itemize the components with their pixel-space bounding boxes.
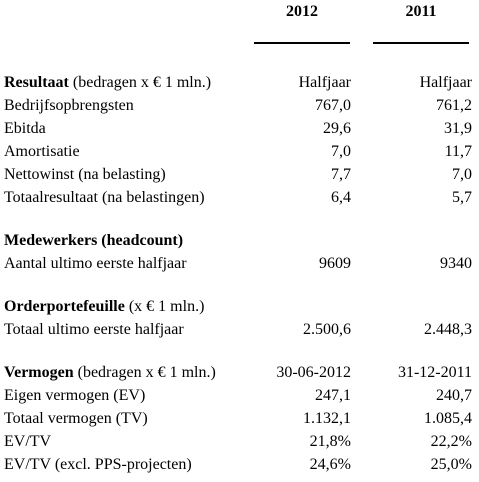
value-2011: 761,2 [436, 97, 472, 114]
table-row: Amortisatie 7,0 11,7 [4, 140, 472, 163]
column-header-2011 [351, 229, 472, 252]
value-2011: 5,7 [452, 189, 472, 206]
spacer-row [4, 275, 472, 295]
value-2011: 7,0 [452, 166, 472, 183]
column-header-2011 [351, 295, 472, 318]
column-header-2011: Halfjaar [419, 74, 472, 91]
table-row: Nettowinst (na belasting) 7,7 7,0 [4, 163, 472, 186]
row-label: Totaal ultimo eerste halfjaar [4, 321, 184, 338]
table-row: Totaalresultaat (na belastingen) 6,4 5,7 [4, 186, 472, 209]
row-label: Aantal ultimo eerste halfjaar [4, 255, 187, 272]
row-label: Bedrijfsopbrengsten [4, 97, 134, 114]
row-label: Ebitda [4, 120, 46, 137]
value-2012: 7,7 [331, 166, 351, 183]
row-label: Totaal vermogen (TV) [4, 410, 148, 427]
value-2011: 2.448,3 [424, 321, 472, 338]
row-label: EV/TV (excl. PPS-projecten) [4, 456, 192, 473]
section-subtitle: (bedragen x € 1 mln.) [68, 74, 212, 91]
value-2011: 31,9 [444, 120, 472, 137]
table-row: Eigen vermogen (EV) 247,1 240,7 [4, 384, 472, 407]
table-row: Aantal ultimo eerste halfjaar 9609 9340 [4, 252, 472, 275]
row-label: Eigen vermogen (EV) [4, 387, 146, 404]
value-2012: 247,1 [315, 387, 351, 404]
value-2012: 6,4 [331, 189, 351, 206]
table-row: Bedrijfsopbrengsten 767,0 761,2 [4, 94, 472, 117]
row-label: Amortisatie [4, 143, 80, 160]
value-2012: 24,6% [309, 456, 351, 473]
column-header-2011: 31-12-2011 [397, 364, 472, 381]
column-header-2012: Halfjaar [298, 74, 351, 91]
value-2011: 240,7 [436, 387, 472, 404]
year-header-2012: 2012 [286, 3, 318, 20]
value-2011: 22,2% [430, 433, 472, 450]
year-underline-2011 [373, 42, 469, 44]
table-row: Totaal ultimo eerste halfjaar 2.500,6 2.… [4, 318, 472, 341]
section-subtitle: (x € 1 mln.) [124, 298, 205, 315]
section-title: Medewerkers (headcount) [4, 232, 184, 249]
row-label: Totaalresultaat (na belastingen) [4, 189, 205, 206]
section-header-orderportefeuille: Orderportefeuille (x € 1 mln.) [4, 295, 472, 318]
value-2011: 11,7 [444, 143, 472, 160]
value-2011: 1.085,4 [424, 410, 472, 427]
value-2011: 9340 [440, 255, 472, 272]
table-row: Totaal vermogen (TV) 1.132,1 1.085,4 [4, 407, 472, 430]
section-title: Orderportefeuille [4, 298, 125, 315]
value-2012: 2.500,6 [303, 321, 351, 338]
value-2012: 1.132,1 [303, 410, 351, 427]
spacer-row [4, 209, 472, 229]
section-header-medewerkers: Medewerkers (headcount) [4, 229, 472, 252]
column-header-2012: 30-06-2012 [276, 364, 351, 381]
financial-table: Resultaat (bedragen x € 1 mln.) Halfjaar… [4, 71, 472, 476]
table-row: Ebitda 29,6 31,9 [4, 117, 472, 140]
table-row: EV/TV (excl. PPS-projecten) 24,6% 25,0% [4, 453, 472, 476]
section-subtitle: (bedragen x € 1 mln.) [73, 364, 216, 381]
value-2012: 767,0 [315, 97, 351, 114]
year-underline-2012 [254, 42, 350, 44]
value-2011: 25,0% [430, 456, 472, 473]
section-title: Resultaat [4, 74, 69, 91]
column-header-2012 [254, 295, 351, 318]
year-header-2011: 2011 [405, 3, 437, 20]
row-label: EV/TV [4, 433, 52, 450]
value-2012: 7,0 [331, 143, 351, 160]
column-header-2012 [254, 229, 351, 252]
value-2012: 9609 [319, 255, 351, 272]
value-2012: 29,6 [323, 120, 351, 137]
table-row: EV/TV 21,8% 22,2% [4, 430, 472, 453]
section-header-resultaat: Resultaat (bedragen x € 1 mln.) Halfjaar… [4, 71, 472, 94]
section-header-vermogen: Vermogen (bedragen x € 1 mln.) 30-06-201… [4, 361, 472, 384]
value-2012: 21,8% [309, 433, 351, 450]
spacer-row [4, 341, 472, 361]
row-label: Nettowinst (na belasting) [4, 166, 166, 183]
section-title: Vermogen [4, 364, 74, 381]
